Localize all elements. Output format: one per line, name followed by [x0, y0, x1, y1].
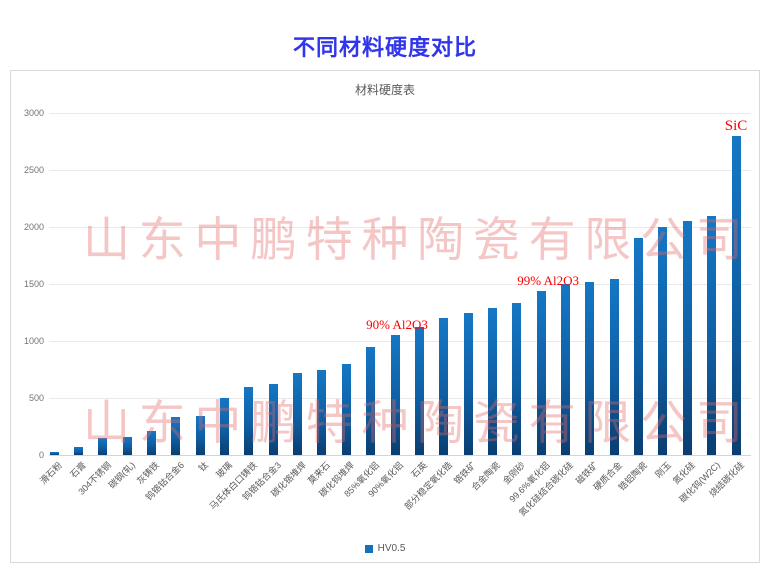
gridline-1500: [49, 284, 751, 285]
legend-swatch: [364, 544, 373, 553]
gridline-2500: [49, 170, 751, 171]
bar-石英: [414, 327, 424, 455]
bar-85%氧化铝: [366, 346, 376, 455]
annotation-SiC: SiC: [724, 117, 748, 134]
plot-area: 0 500 1000 1500 2000 2500 3000 滑石粉 石膏 304不锈钢 碳钢(轧)…: [11, 71, 761, 564]
x-label-石膏: 石膏: [68, 460, 89, 480]
bar-部分稳定氧化锆: [439, 318, 449, 455]
y-tick-label-1500: 1500: [23, 279, 44, 289]
bar-碳化钨堆焊: [341, 363, 351, 455]
annotation-90% Al2O3: 90% Al2O3: [366, 317, 428, 333]
y-tick-label-500: 500: [28, 393, 44, 403]
gridline-0: [49, 455, 751, 456]
bar-烧结碳化硅: [731, 135, 741, 455]
x-label-刚玉: 刚玉: [653, 460, 674, 480]
bar-刚玉: [658, 227, 668, 455]
legend: HV0.5: [11, 543, 759, 554]
bar-铬铁矿: [463, 312, 473, 455]
y-tick-label-2500: 2500: [23, 165, 44, 175]
gridline-500: [49, 398, 751, 399]
bar-石膏: [73, 447, 83, 455]
bar-钨铬钴合金6: [171, 417, 181, 455]
bar-莫来石: [317, 369, 327, 455]
y-tick-label-1000: 1000: [23, 336, 44, 346]
page-title: 不同材料硬度对比: [292, 35, 477, 60]
bar-碳化钨(W2C): [707, 215, 717, 455]
gridline-1000: [49, 341, 751, 342]
bar-马氏体白口铸铁: [244, 386, 254, 455]
bar-锆铝陶瓷: [634, 238, 644, 455]
bar-玻璃: [220, 398, 229, 455]
legend-label: HV0.5: [377, 543, 406, 554]
y-tick-label-0: 0: [38, 450, 44, 460]
bar-灰铸铁: [146, 431, 156, 455]
bar-磁铁矿: [585, 281, 595, 455]
x-label-滑石粉: 滑石粉: [37, 460, 65, 487]
chart-title: 材料硬度表: [354, 83, 415, 97]
bar-钛: [195, 416, 205, 455]
bar-硬质合金: [609, 279, 619, 455]
bar-碳钢(轧): [122, 436, 132, 455]
gridline-3000: [49, 113, 751, 114]
annotation-99% Al2O3: 99% Al2O3: [517, 272, 580, 288]
x-label-玻璃: 玻璃: [214, 460, 235, 480]
gridline-2000: [49, 227, 751, 228]
bar-钨铬钴合金3: [268, 384, 278, 455]
chart-card: 材料硬度表 0 500 1000 1500 2000 2500 3000 滑石粉 石膏 304不锈…: [10, 70, 760, 563]
x-label-钛: 钛: [196, 460, 211, 474]
y-tick-label-3000: 3000: [23, 108, 44, 118]
bar-90%氧化铝: [390, 335, 400, 455]
bar-99.6%氧化铝: [536, 290, 546, 455]
bar-合金陶瓷: [487, 307, 497, 455]
bar-氮化硅: [682, 221, 692, 455]
bar-氮化硅结合碳化硅: [561, 284, 570, 455]
bar-304不锈钢: [98, 437, 108, 455]
x-label-石英: 石英: [409, 460, 430, 480]
bar-碳化铬堆焊: [293, 372, 303, 455]
y-tick-label-2000: 2000: [23, 222, 44, 232]
bar-滑石粉: [49, 451, 59, 455]
bar-金刚砂: [512, 303, 522, 455]
